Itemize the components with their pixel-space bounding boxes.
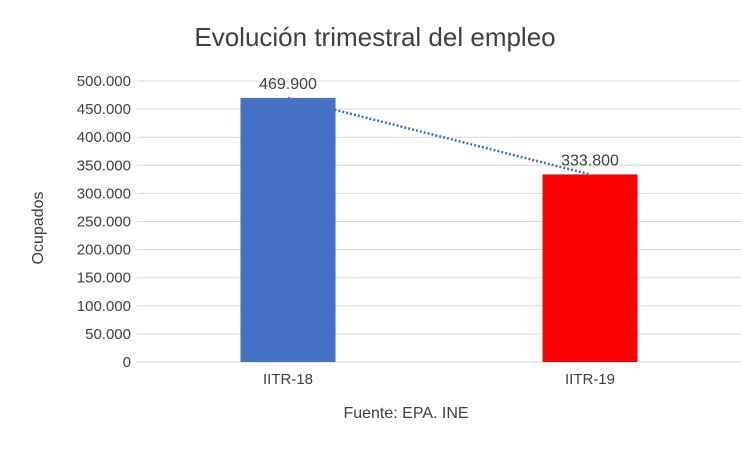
chart-title: Evolución trimestral del empleo: [194, 22, 555, 52]
y-tick-label: 400.000: [77, 129, 131, 146]
x-axis-categories: IITR-18 IITR-19: [263, 371, 615, 388]
bars: [240, 97, 638, 362]
y-axis-title: Ocupados: [30, 192, 47, 265]
y-tick-label: 150.000: [77, 270, 131, 287]
y-tick-label: 0: [123, 354, 131, 371]
bar-iitr-18: [240, 97, 336, 362]
x-category-label: IITR-18: [263, 371, 313, 388]
y-tick-label: 100.000: [77, 298, 131, 315]
data-label: 469.900: [259, 76, 317, 93]
gridlines: [137, 80, 741, 363]
bar-iitr-19: [542, 174, 638, 362]
y-tick-label: 250.000: [77, 214, 131, 231]
data-labels: 469.900 333.800: [259, 76, 619, 169]
y-tick-label: 500.000: [77, 73, 131, 90]
y-tick-label: 350.000: [77, 157, 131, 174]
data-label: 333.800: [561, 152, 619, 169]
x-category-label: IITR-19: [565, 371, 615, 388]
y-tick-label: 200.000: [77, 242, 131, 259]
y-tick-label: 450.000: [77, 101, 131, 118]
y-axis-ticks: 0 50.000 100.000 150.000 200.000 250.000 300.0…: [77, 73, 131, 371]
y-tick-label: 300.000: [77, 185, 131, 202]
x-axis-title: Fuente: EPA. INE: [343, 405, 468, 422]
y-tick-label: 50.000: [85, 326, 131, 343]
